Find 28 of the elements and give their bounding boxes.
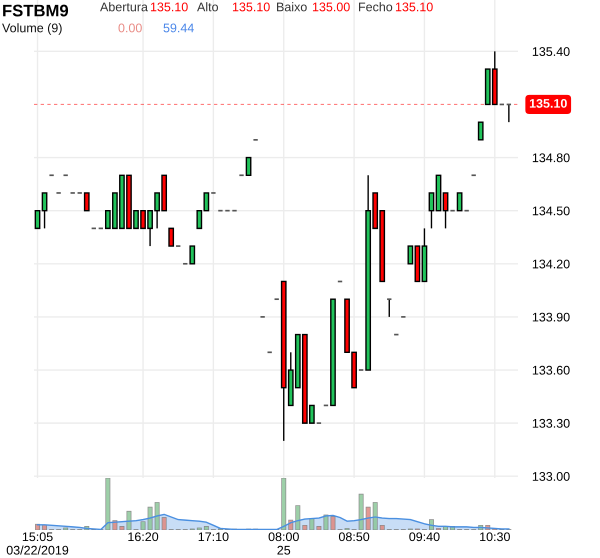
x-tick-label: 16:20 bbox=[128, 532, 158, 542]
y-tick-label: 134.50 bbox=[532, 206, 570, 216]
y-tick-label: 133.60 bbox=[532, 366, 570, 375]
annotation: 135.10 bbox=[150, 2, 188, 12]
y-tick-label: 133.30 bbox=[532, 418, 570, 428]
annotation: 59.44 bbox=[164, 24, 194, 32]
y-tick-label: 134.20 bbox=[532, 260, 570, 268]
x-tick-label: 08:00 25 bbox=[268, 532, 299, 555]
annotation: 135.10 bbox=[232, 2, 270, 12]
annotation: Alto bbox=[197, 2, 218, 12]
chart-title: FSTBM9 bbox=[3, 4, 68, 16]
x-tick-label: 08:50 bbox=[338, 532, 370, 542]
x-tick-label: 17:10 bbox=[198, 532, 229, 542]
annotation: Baixo bbox=[277, 2, 307, 12]
annotation: Fecho bbox=[359, 2, 392, 12]
annotation: Abertura bbox=[100, 2, 148, 12]
ref-line-label: 135.10 bbox=[530, 98, 567, 108]
x-tick-label: 10:30 bbox=[480, 532, 510, 542]
annotation: 0.00 bbox=[118, 24, 142, 32]
annotation: Volume (9) bbox=[2, 23, 62, 35]
x-tick-label: 09:40 bbox=[409, 532, 440, 542]
annotation: 135.10 bbox=[396, 2, 433, 12]
y-tick-label: 133.90 bbox=[532, 312, 570, 322]
annotation: 135.00 bbox=[312, 2, 350, 12]
y-tick-label: 135.40 bbox=[532, 47, 570, 56]
y-tick-label: 134.80 bbox=[532, 153, 570, 162]
y-tick-label: 133.00 bbox=[532, 472, 570, 481]
x-tick-label: 15:05 03/22/2019 bbox=[6, 532, 68, 555]
